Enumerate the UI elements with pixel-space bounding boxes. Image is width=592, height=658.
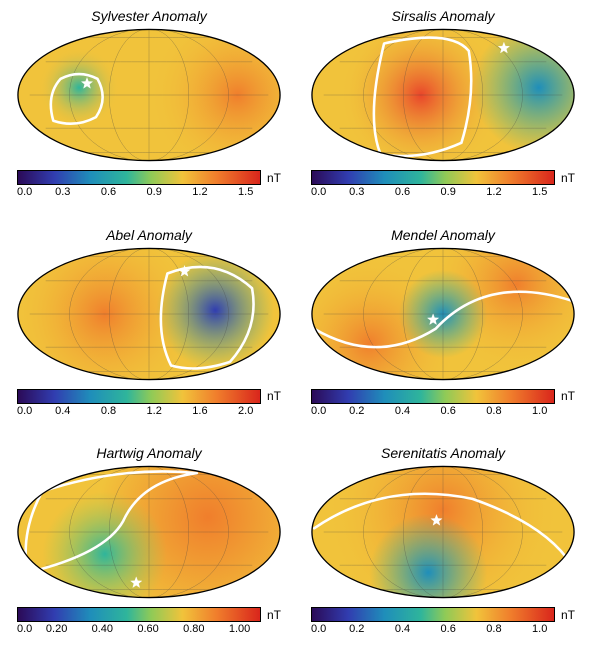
tick-label: 0.0 xyxy=(311,405,326,417)
mollweide-map xyxy=(309,245,577,383)
tick-label: 0.0 xyxy=(311,186,326,198)
panel-title: Hartwig Anomaly xyxy=(96,445,201,461)
tick-label: 0.4 xyxy=(395,623,410,635)
panel-serenitatis: Serenitatis Anomaly nT 0.0 0.2 0.4 0.6 0.8 1.0 xyxy=(300,445,586,650)
panel-title: Sirsalis Anomaly xyxy=(392,8,495,24)
colorbar-ticks: 0.0 0.2 0.4 0.6 0.8 1.0 xyxy=(311,405,575,417)
tick-label: 0.60 xyxy=(137,623,158,635)
tick-label: 0.4 xyxy=(55,405,70,417)
colorbar-unit: nT xyxy=(267,171,281,185)
colorbar: nT xyxy=(311,170,575,185)
tick-label: 0.8 xyxy=(101,405,116,417)
tick-label: 2.0 xyxy=(238,405,253,417)
colorbar: nT xyxy=(311,607,575,622)
tick-label: 0.2 xyxy=(349,623,364,635)
colorbar-gradient xyxy=(311,170,555,185)
colorbar-ticks: 0.0 0.2 0.4 0.6 0.8 1.0 xyxy=(311,623,575,635)
tick-label: 0.6 xyxy=(441,405,456,417)
panel-title: Serenitatis Anomaly xyxy=(381,445,505,461)
colorbar-gradient xyxy=(17,389,261,404)
colorbar: nT xyxy=(311,389,575,404)
tick-label: 0.0 xyxy=(17,405,32,417)
colorbar-gradient xyxy=(311,389,555,404)
panel-abel: Abel Anomaly nT 0.0 0.4 0.8 1.2 1.6 2.0 xyxy=(6,227,292,432)
colorbar-gradient xyxy=(17,170,261,185)
tick-label: 0.8 xyxy=(486,405,501,417)
colorbar-unit: nT xyxy=(561,171,575,185)
tick-label: 0.0 xyxy=(311,623,326,635)
tick-label: 0.40 xyxy=(92,623,113,635)
colorbar-ticks: 0.0 0.4 0.8 1.2 1.6 2.0 xyxy=(17,405,281,417)
mollweide-map xyxy=(15,26,283,164)
colorbar-unit: nT xyxy=(561,608,575,622)
tick-label: 1.5 xyxy=(238,186,253,198)
figure-grid: Sylvester AnomalynT0.00.30.60.91.21.5Sir… xyxy=(6,8,586,650)
colorbar-unit: nT xyxy=(561,389,575,403)
mollweide-map xyxy=(309,26,577,164)
panel-sylvester: Sylvester Anomaly nT 0.0 0.3 0.6 0.9 1.2 1.5 xyxy=(6,8,292,213)
mollweide-map xyxy=(15,245,283,383)
tick-label: 1.2 xyxy=(486,186,501,198)
tick-label: 0.3 xyxy=(349,186,364,198)
colorbar: nT xyxy=(17,607,281,622)
mollweide-map xyxy=(15,463,283,601)
tick-label: 0.3 xyxy=(55,186,70,198)
panel-hartwig: Hartwig Anomaly nT 0.0 0.20 0.40 0.60 0.80 1.00 xyxy=(6,445,292,650)
mollweide-map xyxy=(309,463,577,601)
tick-label: 0.0 xyxy=(17,186,32,198)
tick-label: 1.6 xyxy=(192,405,207,417)
panel-mendel: Mendel Anomaly nT 0.0 0.2 0.4 0.6 0.8 1.0 xyxy=(300,227,586,432)
colorbar-gradient xyxy=(17,607,261,622)
tick-label: 1.2 xyxy=(192,186,207,198)
tick-label: 1.2 xyxy=(147,405,162,417)
tick-label: 0.9 xyxy=(441,186,456,198)
tick-label: 0.0 xyxy=(17,623,32,635)
tick-label: 0.20 xyxy=(46,623,67,635)
tick-label: 0.80 xyxy=(183,623,204,635)
tick-label: 0.2 xyxy=(349,405,364,417)
tick-label: 0.9 xyxy=(147,186,162,198)
colorbar-ticks: 0.0 0.3 0.6 0.9 1.2 1.5 xyxy=(17,186,281,198)
colorbar-unit: nT xyxy=(267,389,281,403)
tick-label: 0.6 xyxy=(441,623,456,635)
tick-label: 1.0 xyxy=(532,405,547,417)
panel-title: Mendel Anomaly xyxy=(391,227,495,243)
tick-label: 1.00 xyxy=(229,623,250,635)
colorbar-ticks: 0.0 0.20 0.40 0.60 0.80 1.00 xyxy=(17,623,281,635)
panel-title: Abel Anomaly xyxy=(106,227,192,243)
panel-title: Sylvester Anomaly xyxy=(91,8,206,24)
tick-label: 1.5 xyxy=(532,186,547,198)
colorbar-ticks: 0.0 0.3 0.6 0.9 1.2 1.5 xyxy=(311,186,575,198)
tick-label: 1.0 xyxy=(532,623,547,635)
tick-label: 0.8 xyxy=(486,623,501,635)
tick-label: 0.6 xyxy=(395,186,410,198)
tick-label: 0.4 xyxy=(395,405,410,417)
colorbar: nT xyxy=(17,389,281,404)
colorbar-unit: nT xyxy=(267,608,281,622)
colorbar: nT xyxy=(17,170,281,185)
colorbar-gradient xyxy=(311,607,555,622)
panel-sirsalis: Sirsalis Anomaly nT 0.0 0.3 0.6 0.9 1.2 1.5 xyxy=(300,8,586,213)
tick-label: 0.6 xyxy=(101,186,116,198)
